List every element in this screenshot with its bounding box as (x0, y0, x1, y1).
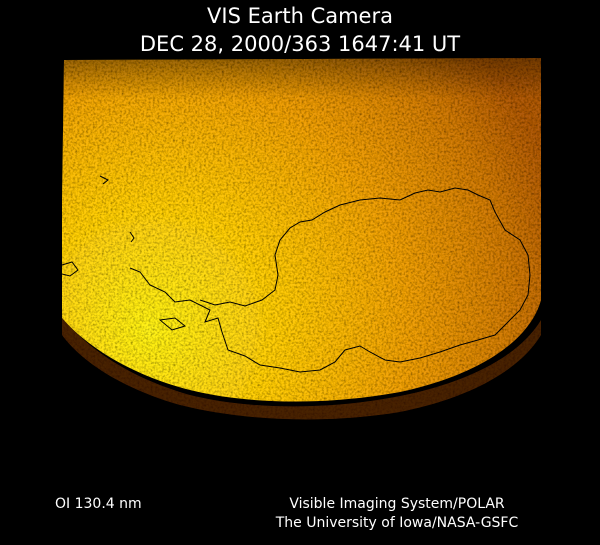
coastline (61, 175, 531, 373)
credit: The University of Iowa/NASA-GSFC (275, 515, 519, 531)
credit: Visible Imaging System/POLAR (289, 496, 505, 512)
title: VIS Earth Camera (207, 4, 393, 28)
filter-label: OI 130.4 nm (55, 496, 142, 512)
earth-image (62, 58, 541, 420)
timestamp: DEC 28, 2000/363 1647:41 UT (140, 32, 460, 56)
